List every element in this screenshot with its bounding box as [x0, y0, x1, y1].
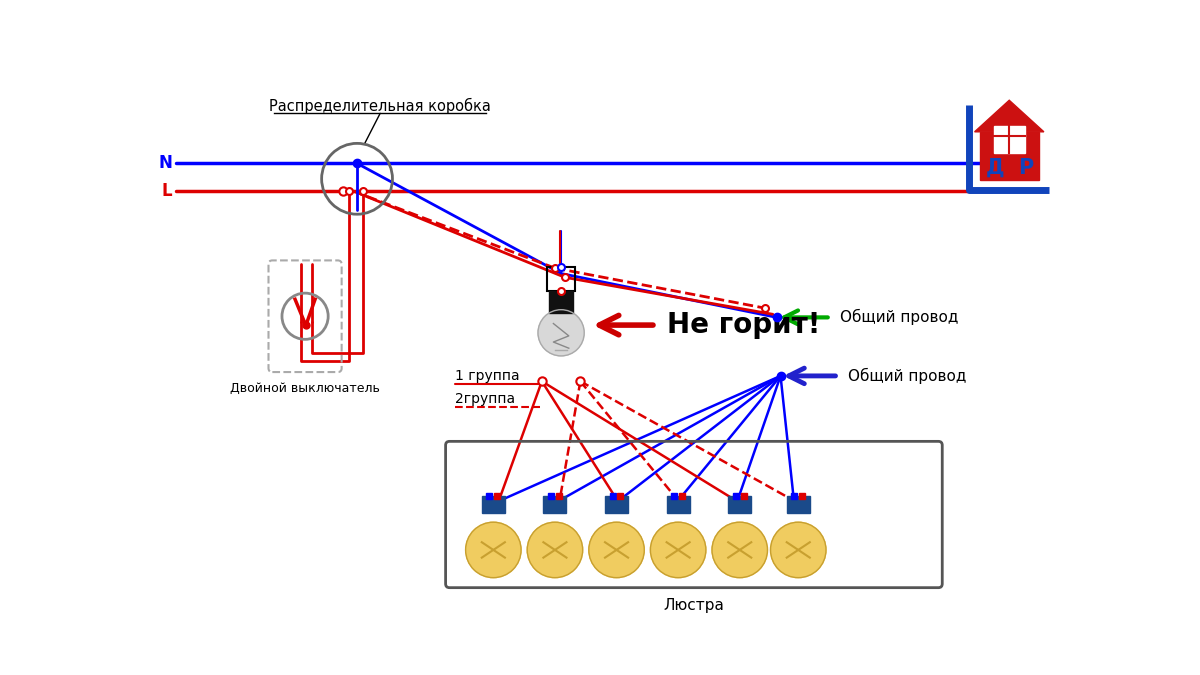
Text: L: L — [162, 182, 173, 200]
Circle shape — [712, 522, 768, 578]
Bar — [605, 496, 628, 513]
Text: Люстра: Люстра — [664, 597, 725, 613]
Text: Р: Р — [1019, 158, 1034, 178]
Circle shape — [650, 522, 706, 578]
Circle shape — [527, 522, 583, 578]
Circle shape — [466, 522, 521, 578]
Text: N: N — [158, 155, 173, 172]
Polygon shape — [974, 101, 1044, 132]
Text: Не горит!: Не горит! — [667, 311, 821, 339]
Text: 1 группа: 1 группа — [455, 369, 520, 383]
Text: 2группа: 2группа — [455, 392, 515, 406]
Text: Общий провод: Общий провод — [840, 309, 959, 325]
Circle shape — [538, 310, 584, 356]
Text: Двойной выключатель: Двойной выключатель — [230, 382, 380, 395]
Text: Д: Д — [986, 158, 1004, 178]
Bar — [787, 496, 810, 513]
Text: Распределительная коробка: Распределительная коробка — [269, 99, 491, 115]
Bar — [980, 132, 1038, 180]
Bar — [994, 126, 1025, 153]
Bar — [548, 291, 574, 313]
Text: Общий провод: Общий провод — [848, 368, 967, 384]
Bar — [728, 496, 751, 513]
Circle shape — [589, 522, 644, 578]
Bar — [481, 496, 505, 513]
Bar — [547, 267, 575, 291]
Circle shape — [770, 522, 826, 578]
Bar — [666, 496, 690, 513]
Bar — [544, 496, 566, 513]
